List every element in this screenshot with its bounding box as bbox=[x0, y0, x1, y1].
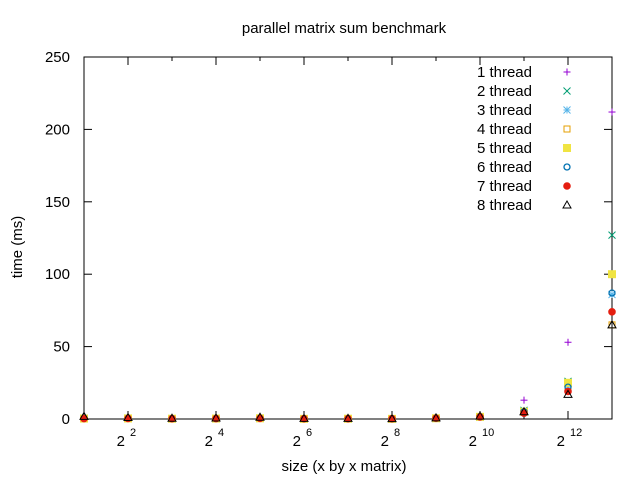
x-tick-base: 2 bbox=[205, 433, 213, 450]
data-point bbox=[519, 406, 529, 416]
x-tick-base: 2 bbox=[469, 433, 477, 450]
legend-marker bbox=[562, 199, 572, 209]
data-point bbox=[431, 412, 441, 422]
x-tick-base: 2 bbox=[117, 433, 125, 450]
legend-label: 4 thread bbox=[477, 121, 532, 138]
legend-marker bbox=[563, 87, 571, 95]
data-point bbox=[520, 396, 528, 404]
legend-entry: 1 thread bbox=[477, 64, 571, 81]
data-points bbox=[79, 108, 617, 423]
legend-entry: 6 thread bbox=[477, 159, 571, 176]
y-tick-label: 0 bbox=[62, 411, 70, 428]
x-tick-exponent: 8 bbox=[394, 427, 400, 439]
legend-entry: 4 thread bbox=[477, 121, 571, 138]
data-point bbox=[608, 108, 616, 116]
chart-title: parallel matrix sum benchmark bbox=[242, 20, 447, 37]
x-tick-exponent: 10 bbox=[482, 427, 494, 439]
x-tick-label: 2 10 bbox=[469, 427, 495, 450]
legend-entry: 3 thread bbox=[477, 102, 571, 119]
legend-marker bbox=[563, 106, 571, 114]
data-point bbox=[608, 231, 616, 239]
series-3 bbox=[80, 290, 616, 423]
series-5 bbox=[80, 270, 616, 423]
legend-marker bbox=[563, 182, 571, 190]
series-2 bbox=[80, 231, 616, 423]
legend-marker bbox=[563, 163, 571, 171]
data-point bbox=[343, 413, 353, 422]
legend-marker bbox=[563, 68, 571, 76]
data-point bbox=[255, 412, 265, 421]
y-tick-label: 50 bbox=[53, 339, 70, 356]
x-tick-label: 2 12 bbox=[557, 427, 583, 450]
x-tick-base: 2 bbox=[381, 433, 389, 450]
y-tick-label: 250 bbox=[45, 49, 70, 66]
x-tick-exponent: 2 bbox=[130, 427, 136, 439]
y-tick-label: 200 bbox=[45, 121, 70, 138]
x-tick-exponent: 12 bbox=[570, 427, 582, 439]
data-point bbox=[608, 289, 616, 297]
plot-frame bbox=[83, 56, 613, 420]
legend: 1 thread 2 thread 3 thread 4 thread 5 thread… bbox=[477, 64, 572, 214]
data-point bbox=[79, 411, 89, 420]
data-point bbox=[608, 308, 616, 316]
legend-label: 5 thread bbox=[477, 140, 532, 157]
data-point bbox=[299, 413, 309, 422]
y-tick-label: 150 bbox=[45, 194, 70, 211]
legend-marker bbox=[563, 125, 571, 133]
series-6 bbox=[80, 289, 616, 423]
legend-label: 7 thread bbox=[477, 178, 532, 195]
series-4 bbox=[80, 321, 616, 423]
legend-label: 2 thread bbox=[477, 83, 532, 100]
legend-label: 6 thread bbox=[477, 159, 532, 176]
x-tick-base: 2 bbox=[293, 433, 301, 450]
series-8 bbox=[79, 319, 617, 423]
data-point bbox=[564, 338, 572, 346]
data-point bbox=[564, 378, 572, 387]
x-tick-exponent: 4 bbox=[218, 427, 224, 439]
legend-label: 1 thread bbox=[477, 64, 532, 81]
series-7 bbox=[80, 308, 616, 423]
legend-label: 3 thread bbox=[477, 102, 532, 119]
x-axis-label: size (x by x matrix) bbox=[281, 458, 406, 475]
x-tick-base: 2 bbox=[557, 433, 565, 450]
legend-entry: 8 thread bbox=[477, 197, 572, 214]
data-point bbox=[563, 389, 573, 398]
legend-entry: 5 thread bbox=[477, 140, 571, 157]
y-tick-label: 100 bbox=[45, 266, 70, 283]
data-point bbox=[123, 412, 133, 422]
legend-label: 8 thread bbox=[477, 197, 532, 214]
data-point bbox=[608, 270, 616, 279]
legend-entry: 2 thread bbox=[477, 83, 571, 100]
y-axis-label: time (ms) bbox=[9, 216, 26, 279]
x-tick-exponent: 6 bbox=[306, 427, 312, 439]
data-point bbox=[475, 411, 485, 420]
legend-entry: 7 thread bbox=[477, 178, 571, 195]
data-point bbox=[167, 413, 177, 422]
data-point bbox=[387, 413, 397, 423]
series-1 bbox=[80, 108, 616, 423]
legend-marker bbox=[563, 144, 571, 152]
data-point bbox=[607, 319, 617, 329]
data-point bbox=[211, 412, 221, 422]
